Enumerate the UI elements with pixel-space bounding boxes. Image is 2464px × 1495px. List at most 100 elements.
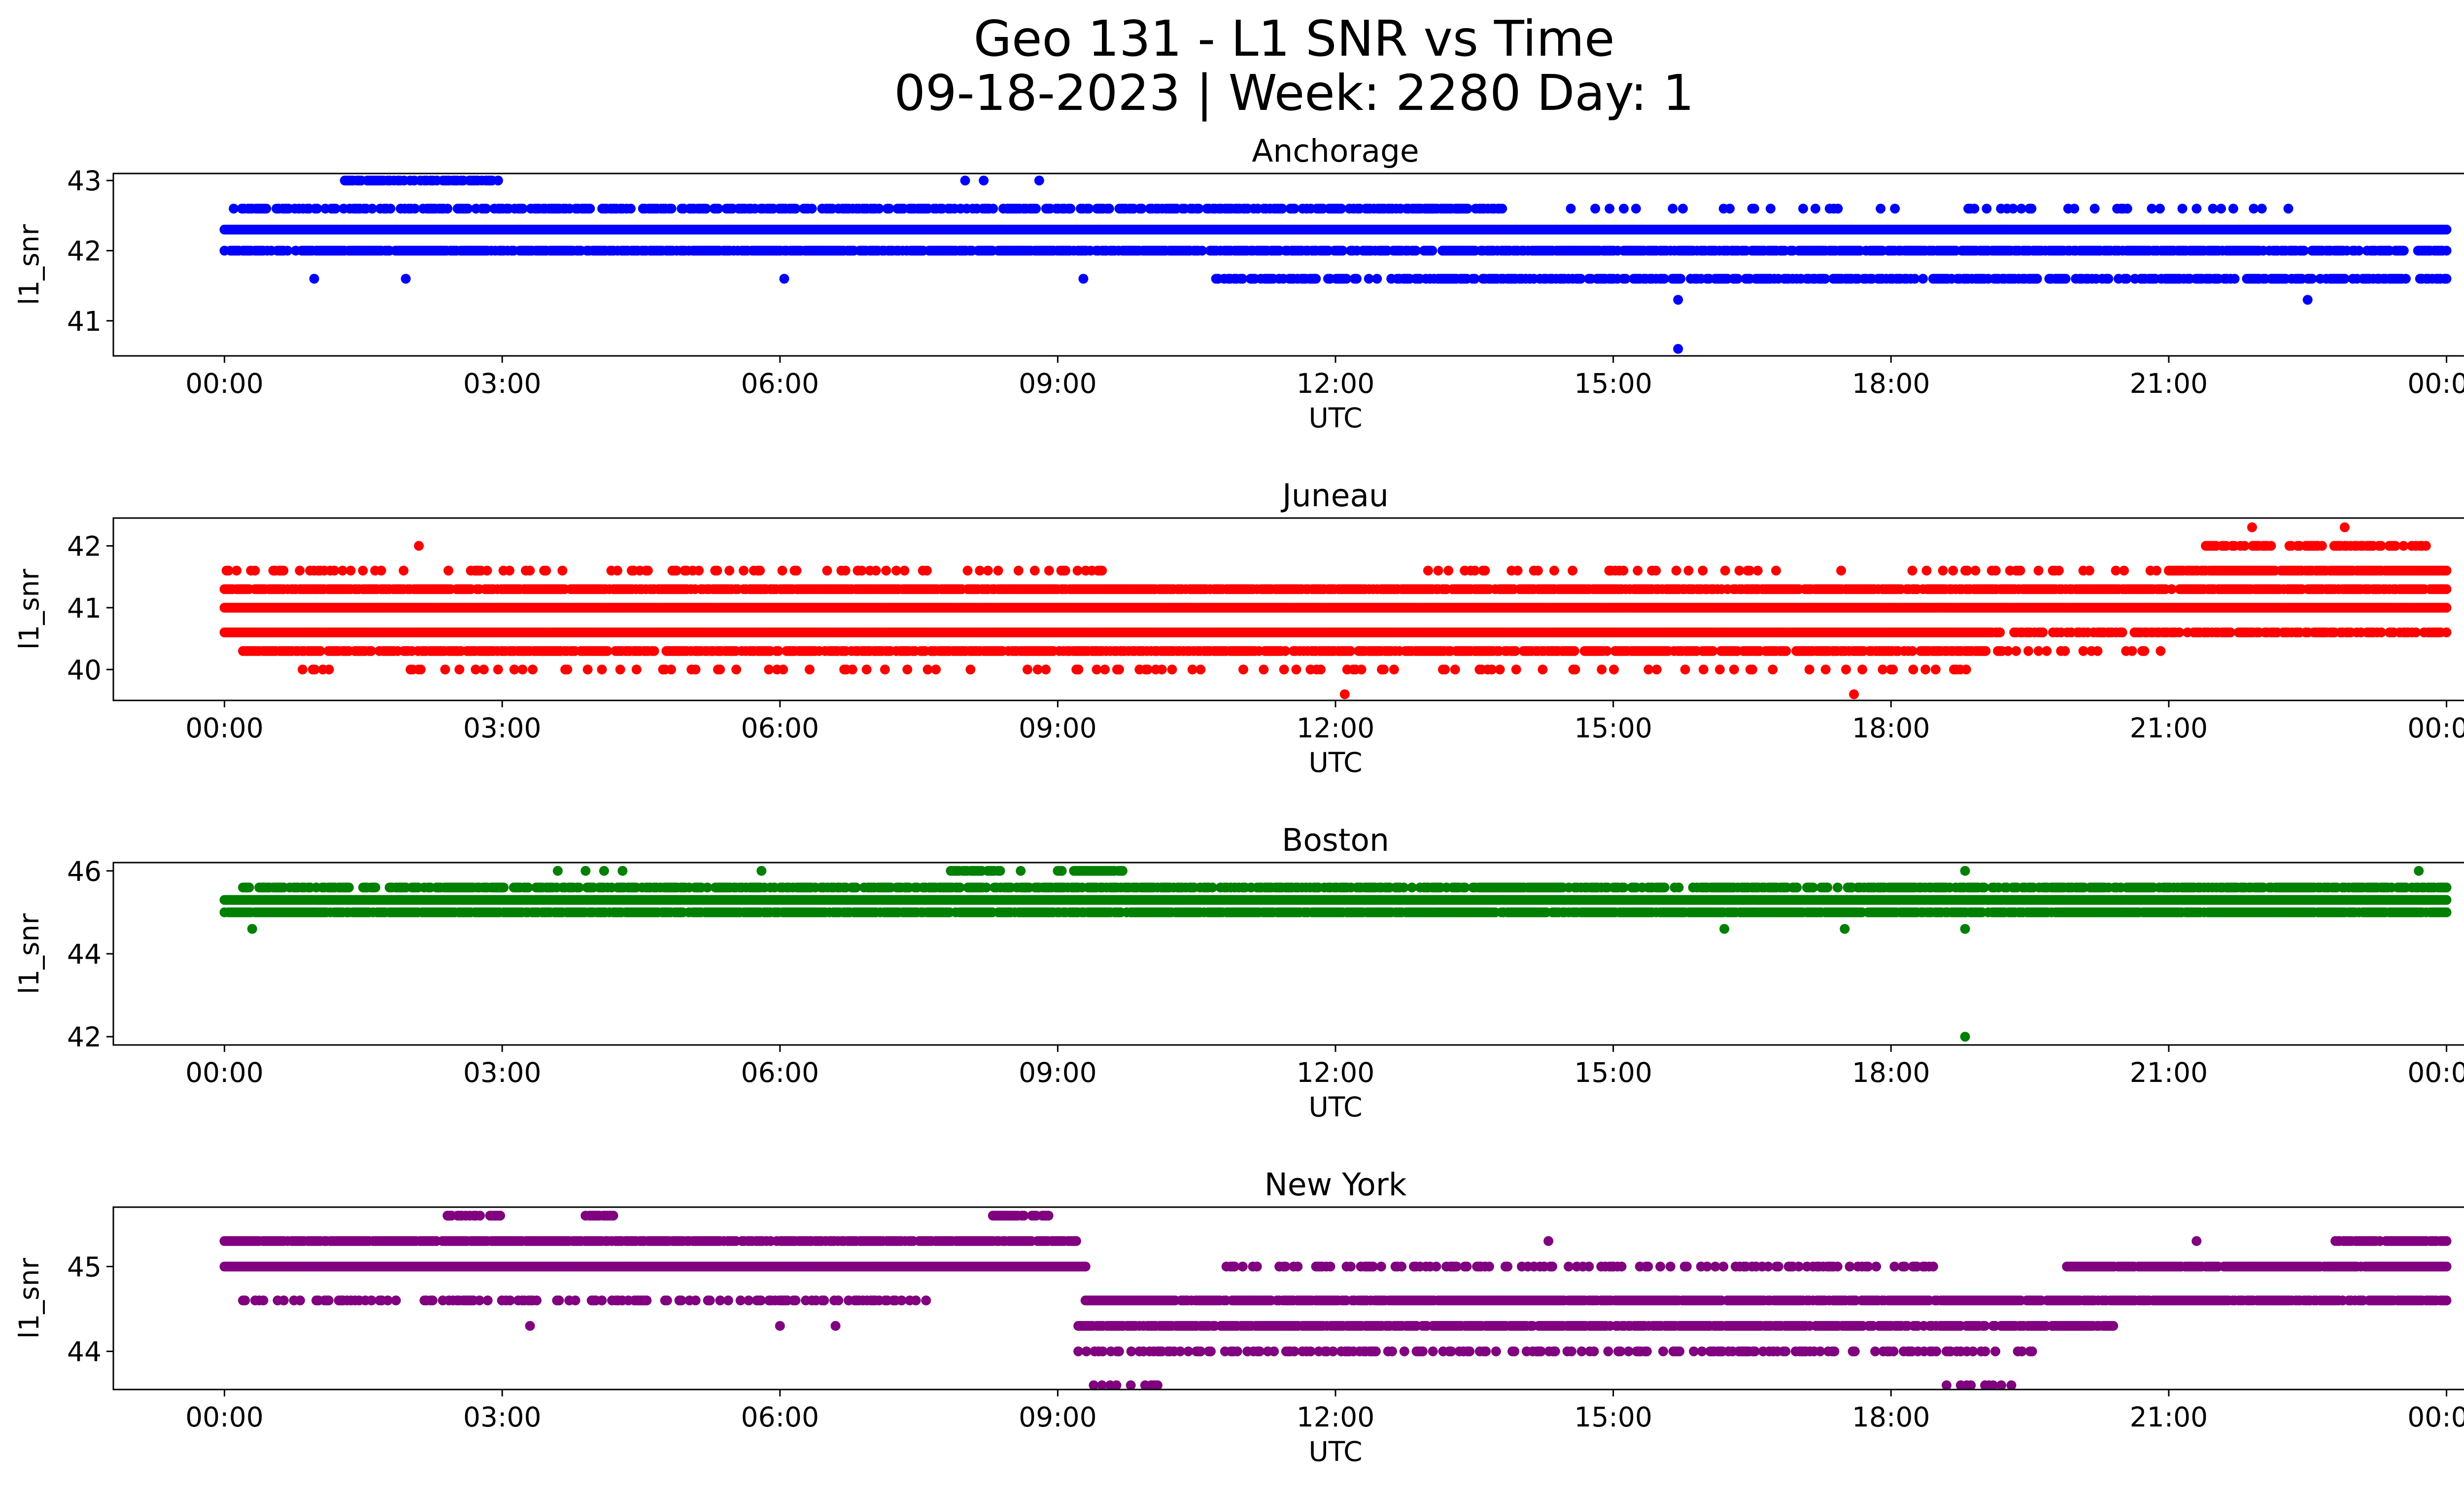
band-1 (219, 245, 2452, 256)
data-point (807, 204, 817, 214)
data-point (2354, 245, 2364, 256)
data-point (1798, 204, 1808, 214)
data-point (1065, 204, 1076, 214)
x-tick-label: 12:00 (1297, 368, 1375, 399)
y-tick-label: 42 (67, 236, 102, 267)
data-point (2038, 627, 2048, 637)
data-point (493, 175, 503, 186)
data-point (1676, 274, 1686, 284)
data-point (1031, 204, 1041, 214)
band-0 (219, 602, 2452, 613)
data-point (1605, 204, 1615, 214)
data-point (1078, 274, 1089, 284)
data-point (2302, 295, 2313, 305)
x-tick-label: 09:00 (1019, 368, 1097, 399)
data-point (1876, 204, 1886, 214)
data-point (1833, 204, 1843, 214)
data-point (979, 175, 989, 186)
data-point (1810, 204, 1820, 214)
data-point (1749, 204, 1759, 214)
y-tick-label: 41 (67, 306, 102, 337)
data-point (1427, 245, 1437, 256)
data-point (2117, 627, 2127, 637)
data-point (585, 204, 595, 214)
data-point (2441, 627, 2452, 637)
data-point (1104, 204, 1114, 214)
band-2 (229, 204, 1507, 214)
band-3 (1211, 274, 2452, 284)
data-point (1427, 204, 1437, 214)
data-point (1351, 274, 1362, 284)
data-point (1034, 175, 1044, 186)
data-point (2032, 274, 2042, 284)
band-3 (219, 584, 2452, 594)
data-point (1765, 204, 1776, 214)
data-point (2089, 204, 2100, 214)
data-point (1668, 204, 1678, 214)
data-point (261, 204, 272, 214)
figure-title: Geo 131 - L1 SNR vs Time (974, 10, 1615, 68)
data-point (2441, 274, 2452, 284)
data-point (1619, 204, 1629, 214)
x-axis-label: UTC (1308, 402, 1362, 434)
data-point (988, 204, 998, 214)
x-tick-label: 21:00 (2130, 368, 2208, 399)
subplot-title: Juneau (1280, 478, 1389, 514)
x-tick-label: 06:00 (741, 368, 819, 399)
data-point (2069, 204, 2080, 214)
y-tick-label: 43 (67, 165, 102, 197)
data-point (282, 245, 293, 256)
data-point (1678, 204, 1688, 214)
data-point (2026, 204, 2037, 214)
data-point (1725, 204, 1735, 214)
data-point (1372, 274, 1382, 284)
data-point (2177, 204, 2188, 214)
data-point (625, 204, 636, 214)
data-point (1311, 274, 1321, 284)
figure-subtitle: 09-18-2023 | Week: 2280 Day: 1 (894, 64, 1694, 122)
data-point (401, 274, 411, 284)
data-point (309, 274, 319, 284)
subplot-title: Anchorage (1252, 133, 1419, 169)
data-point (1566, 204, 1576, 214)
data-point (1631, 204, 1641, 214)
x-tick-label: 00:00 (2407, 368, 2464, 399)
data-point (1890, 204, 1900, 214)
data-point (2122, 204, 2132, 214)
data-point (1995, 627, 2005, 637)
x-tick-label: 18:00 (1852, 368, 1930, 399)
series-points (219, 175, 2452, 354)
data-point (2155, 204, 2165, 214)
data-point (1969, 204, 1980, 214)
band-2 (1979, 627, 2452, 637)
band-5 (340, 175, 503, 186)
data-point (1453, 204, 1464, 214)
series-points (219, 522, 2452, 699)
y-axis-label: l1_snr (13, 224, 45, 305)
data-point (2229, 274, 2240, 284)
data-point (385, 204, 396, 214)
data-point (1673, 344, 1683, 354)
data-point (2441, 224, 2452, 235)
data-point (2191, 204, 2202, 214)
data-point (666, 204, 677, 214)
data-point (2060, 274, 2071, 284)
data-point (443, 204, 453, 214)
data-point (1590, 204, 1601, 214)
data-point (1494, 204, 1505, 214)
data-point (1673, 295, 1683, 305)
band-0 (219, 224, 2452, 235)
axes-frame (112, 173, 2464, 357)
data-point (2283, 204, 2293, 214)
data-point (2299, 245, 2309, 256)
data-point (1411, 245, 1421, 256)
data-point (779, 274, 789, 284)
band-4 (1423, 204, 2293, 214)
x-tick-label: 15:00 (1574, 368, 1652, 399)
data-point (2216, 204, 2226, 214)
data-point (2228, 204, 2238, 214)
